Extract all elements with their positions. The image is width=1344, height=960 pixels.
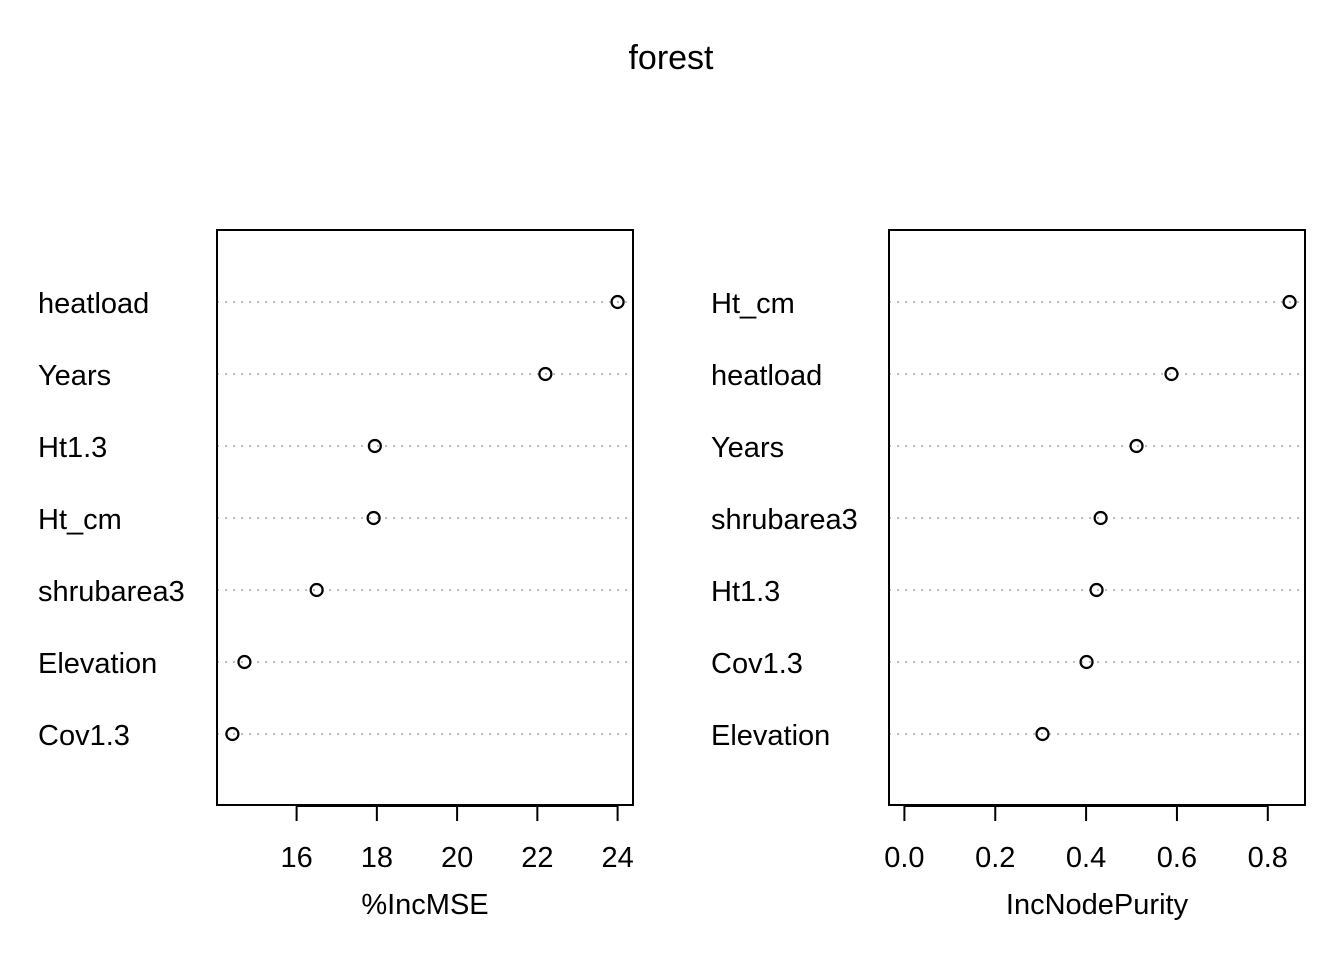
data-point [1164, 366, 1179, 382]
x-tick-label: 24 [601, 842, 633, 874]
data-point [366, 510, 381, 526]
data-point [538, 366, 553, 382]
data-point [367, 438, 382, 454]
variable-label: Cov1.3 [38, 720, 130, 752]
x-tick-label: 22 [521, 842, 553, 874]
panel-incnodepurity: Ht_cm heatload Years shrubarea3 Ht1.3 Cov1.3 E… [711, 229, 1306, 921]
variable-label: Elevation [711, 720, 830, 752]
data-point [237, 654, 252, 670]
variable-label: Ht1.3 [711, 576, 780, 608]
x-tick-label: 20 [441, 842, 473, 874]
panel-incmse: heatload Years Ht1.3 Ht_cm shrubarea3 Elevati… [38, 229, 634, 921]
variable-label: shrubarea3 [711, 504, 858, 536]
data-point [1129, 438, 1144, 454]
data-point [1089, 582, 1104, 598]
variable-label: Ht_cm [38, 504, 122, 536]
x-tick-label: 0.4 [1066, 842, 1106, 874]
data-point [309, 582, 324, 598]
variable-label: Ht1.3 [38, 432, 107, 464]
variable-label: Years [711, 432, 784, 464]
x-tick-label: 0.8 [1248, 842, 1288, 874]
variable-label: heatload [38, 288, 149, 320]
data-point [1093, 510, 1108, 526]
variable-label: Elevation [38, 648, 157, 680]
x-axis-title: %IncMSE [361, 889, 488, 921]
x-axis-title: IncNodePurity [1006, 889, 1189, 921]
data-point [1035, 726, 1050, 742]
data-point [1282, 294, 1297, 310]
x-tick-label: 16 [280, 842, 312, 874]
variable-label: Years [38, 360, 111, 392]
x-tick-label: 0.6 [1157, 842, 1197, 874]
x-tick-label: 0.0 [884, 842, 924, 874]
variable-label: Cov1.3 [711, 648, 803, 680]
x-tick-label: 0.2 [975, 842, 1015, 874]
data-point [225, 726, 240, 742]
chart-title: forest [628, 39, 714, 77]
x-tick-label: 18 [361, 842, 393, 874]
data-point [610, 294, 625, 310]
variable-label: heatload [711, 360, 822, 392]
data-point [1079, 654, 1094, 670]
variable-label: Ht_cm [711, 288, 795, 320]
variable-label: shrubarea3 [38, 576, 185, 608]
